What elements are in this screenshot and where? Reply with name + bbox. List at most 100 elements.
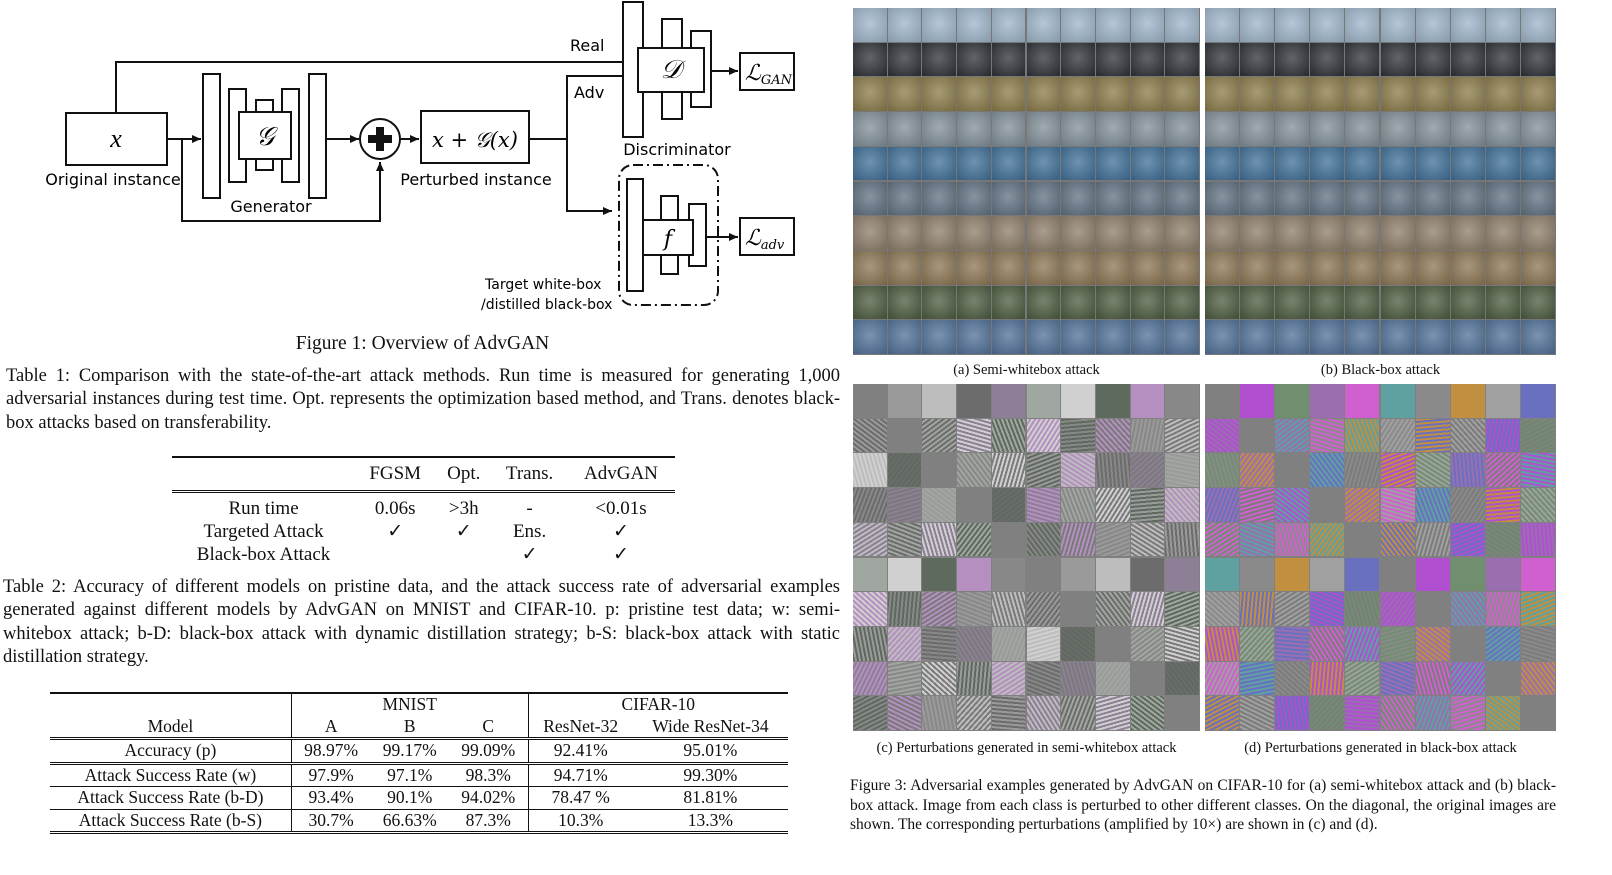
example-image-tile [1275,146,1310,181]
example-image-tile [1130,8,1165,42]
perturbation-tile [922,557,957,592]
perturbation-tile [1520,418,1555,453]
perturbation-tile [922,384,957,418]
perturbation-tile [1095,626,1130,661]
example-image-tile [1240,285,1275,320]
example-image-tile [1095,77,1130,112]
example-image-tile [1165,8,1199,42]
perturbation-tile [1205,522,1240,557]
perturbation-tile [922,522,957,557]
perturbation-tile [887,522,922,557]
perturbation-tile [1095,661,1130,696]
perturbed-symbol: x + 𝒢(x) [432,128,518,152]
perturbation-tile [1095,418,1130,453]
example-image-tile [887,285,922,320]
example-image-tile [1130,112,1165,146]
example-image-tile [991,8,1026,42]
example-image-tile [1240,146,1275,181]
example-image-tile [1485,285,1520,320]
perturbation-tile [991,384,1026,418]
perturbation-tile [853,626,887,661]
example-image-tile [1485,146,1520,181]
table2-header: B [403,715,416,736]
example-image-tile [1310,112,1345,146]
perturbation-tile [991,592,1026,626]
example-image-tile [1061,320,1095,354]
table2-cell: Accuracy (p) [50,738,292,763]
perturbation-tile [1520,592,1555,626]
table1-header: Opt. [447,463,481,484]
example-image-tile [1205,146,1240,181]
perturbation-tile [1485,696,1520,730]
example-image-tile [1450,250,1485,285]
example-image-tile [1026,320,1061,354]
perturbation-tile [957,418,991,453]
perturbation-tile [1520,626,1555,661]
generator-label: Generator [230,197,312,216]
example-image-tile [887,112,922,146]
example-image-tile [1061,8,1095,42]
example-image-tile [887,146,922,181]
example-image-tile [1275,320,1310,354]
example-image-tile [1310,42,1345,77]
black-box-perturbation-grid [1205,384,1556,731]
perturbation-tile [1415,592,1450,626]
example-image-tile [1415,112,1450,146]
perturbation-tile [991,522,1026,557]
example-image-tile [1380,42,1415,77]
perturbation-tile [1240,453,1275,488]
perturbation-tile [1310,522,1345,557]
example-image-tile [1205,320,1240,354]
example-image-tile [1095,112,1130,146]
example-image-tile [1520,42,1555,77]
perturbation-tile [1026,453,1061,488]
example-image-tile [1450,216,1485,250]
perturbation-tile [991,626,1026,661]
perturbation-tile [957,592,991,626]
perturbation-tile [1450,696,1485,730]
perturbation-tile [887,592,922,626]
table2-cell: 97.9% [308,764,354,785]
semi-whitebox-perturbation-grid [853,384,1200,731]
table2-cell: 13.3% [687,809,733,830]
example-image-tile [991,146,1026,181]
perturbation-tile [1026,557,1061,592]
perturbation-tile [1026,626,1061,661]
table1-cell: Ens. [512,521,547,542]
input-symbol: x [109,124,122,153]
example-image-tile [1205,181,1240,216]
example-image-tile [853,285,887,320]
target-model-region [618,164,719,306]
target-core-box [642,219,694,256]
perturbation-tile [1520,488,1555,522]
example-image-tile [922,77,957,112]
table2-group-mnist: MNIST [291,693,529,716]
table2-cell: Attack Success Rate (b-D) [50,786,292,809]
perturbation-tile [1345,418,1380,453]
perturbation-tile [1485,661,1520,696]
perturbation-tile [1345,661,1380,696]
example-image-tile [957,112,991,146]
perturbation-tile [1520,522,1555,557]
example-image-tile [1275,42,1310,77]
example-image-tile [1520,8,1555,42]
table1-cell: ✓ [612,544,629,565]
table2-cell: Attack Success Rate (w) [50,763,292,787]
example-image-tile [957,146,991,181]
example-image-tile [1310,77,1345,112]
example-image-tile [1485,250,1520,285]
loss-adv-box [739,217,795,256]
table2-cell: 66.63% [382,809,437,830]
table2-header: C [448,715,529,739]
example-image-tile [853,42,887,77]
example-image-tile [1165,42,1199,77]
perturbation-tile [1380,557,1415,592]
example-image-tile [1061,250,1095,285]
example-image-tile [1520,320,1555,354]
perturbation-tile [1205,661,1240,696]
example-image-tile [1380,250,1415,285]
example-image-tile [853,250,887,285]
example-image-tile [1275,250,1310,285]
perturbation-tile [1310,384,1345,418]
perturbation-tile [922,453,957,488]
